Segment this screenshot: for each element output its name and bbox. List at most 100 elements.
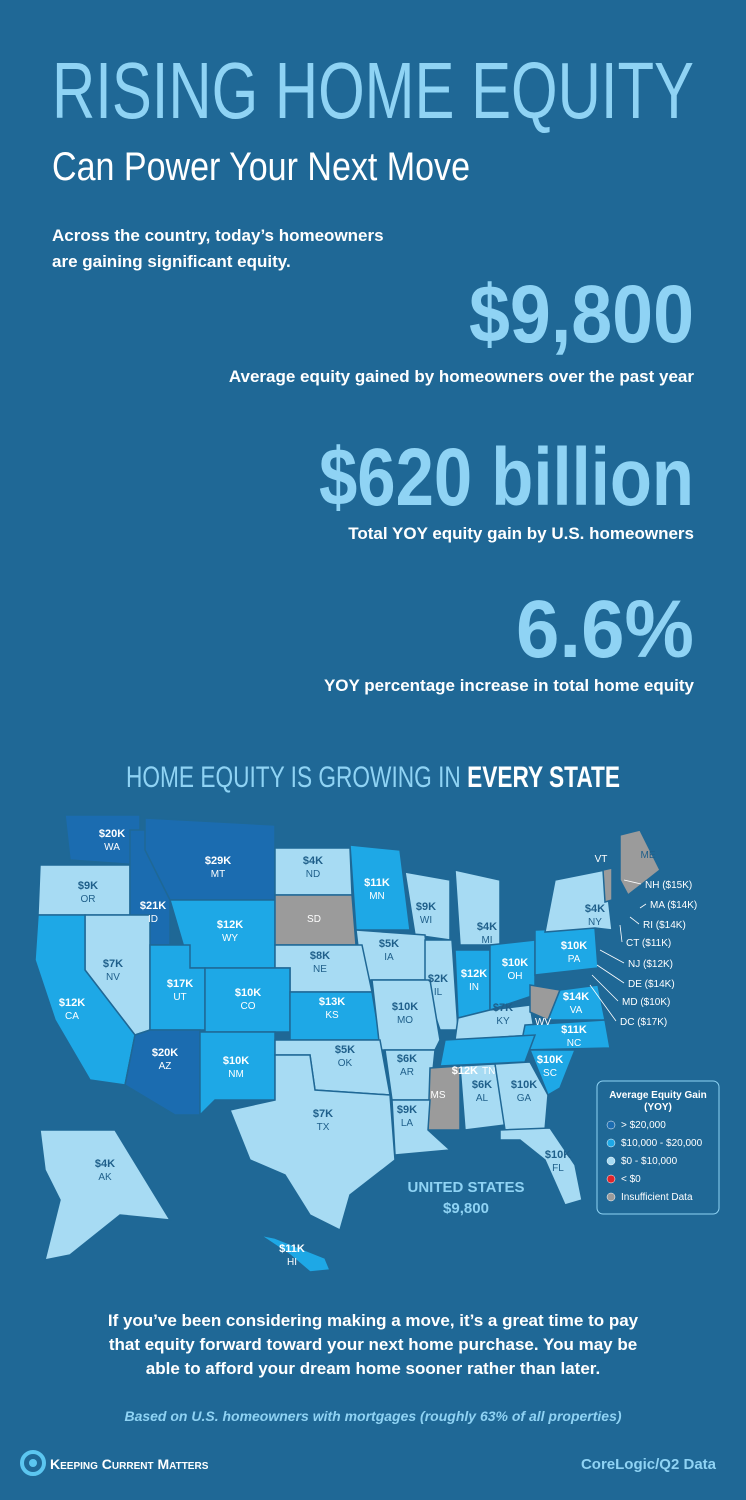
callout-label: DE ($14K) [628,979,675,990]
state-abbr: IA [384,952,394,963]
stat-value: 6.6% [516,584,694,675]
title: RISING HOME EQUITY [52,46,694,135]
callout-label: NH ($15K) [645,880,692,891]
state-abbr: WY [222,933,238,944]
state-value: $20K [152,1047,178,1059]
state-value: $17K [167,978,193,990]
state-value: $11K [561,1024,587,1036]
state-value: $4K [477,921,497,933]
state-abbr: TX [317,1122,330,1133]
legend-swatch [606,1174,616,1184]
state-value: $9K [416,901,436,913]
callout-label: CT ($11K) [626,938,671,949]
state-value: $10K [537,1054,563,1066]
state-abbr: HI [287,1257,297,1268]
state-value: $6K [472,1079,492,1091]
state-value: $9K [397,1104,417,1116]
stat-value: $9,800 [469,269,694,360]
state-value: $4K [95,1158,115,1170]
state-abbr: WV [535,1017,551,1028]
us-label: UNITED STATES [408,1179,525,1196]
callout-line [623,879,642,885]
logo-ring [20,1450,46,1476]
state-value: $12K [59,997,85,1009]
legend-swatch [606,1120,616,1130]
state-value: $8K [310,950,330,962]
state-abbr: CO [241,1001,256,1012]
state-value: $7K [103,958,123,970]
state-abbr: VA [570,1005,583,1016]
state-shape [602,867,613,903]
state-abbr: LA [401,1118,414,1129]
state-abbr: AZ [159,1061,172,1072]
callout-label: DC ($17K) [620,1017,667,1028]
footnote: Based on U.S. homeowners with mortgages … [124,1408,621,1424]
state-abbr: GA [517,1093,532,1104]
intro-line: Across the country, today’s homeowners [52,226,384,245]
state-abbr: VT [595,854,608,865]
state-shape [546,984,606,1021]
brand-name: Keeping Current Matters [50,1456,209,1472]
state-value: $5K [335,1044,355,1056]
logo-core [29,1459,37,1467]
state-abbr: SD [307,914,321,925]
state-shape [619,829,661,897]
state-shape [528,1049,577,1097]
state-value: $11K [279,1243,305,1255]
subtitle: Can Power Your Next Move [52,145,470,189]
legend-title: Average Equity Gain [609,1090,706,1101]
legend-swatch [606,1156,616,1166]
state-shape [544,869,613,933]
intro-line: are gaining significant equity. [52,252,291,271]
state-abbr: NE [313,964,327,975]
state-shape [64,814,141,866]
callout-line [619,924,623,943]
state-value: $9K [78,880,98,892]
state-shape [199,1031,276,1117]
stat-caption: Total YOY equity gain by U.S. homeowners [348,524,694,543]
state-abbr: NM [228,1069,244,1080]
state-abbr: PA [568,954,581,965]
callout-line [589,984,617,1022]
state-shape [39,1129,172,1261]
brand-logo [20,1450,46,1476]
state-value: $10K [235,987,261,999]
stat-caption: YOY percentage increase in total home eq… [324,676,695,695]
state-value: $10K [545,1149,571,1161]
map-title-part: EVERY STATE [467,761,620,794]
state-abbr: WI [420,915,432,926]
us-map: $20K WA $9K OR $21K ID $29K MT $12K WY $4K ND SD $11K… [34,814,697,1273]
state-value: $11K [364,877,390,889]
state-abbr: NY [588,917,602,928]
state-abbr: SC [543,1068,557,1079]
state-value: $4K [303,855,323,867]
state-abbr: MO [397,1015,413,1026]
state-shape [494,1061,549,1131]
callout-label: MD ($10K) [622,997,670,1008]
state-value: $5K [379,938,399,950]
callout-label: MA ($14K) [650,900,697,911]
state-value: $7K [493,1002,513,1014]
legend-label: > $20,000 [621,1120,666,1131]
state-abbr: WA [104,842,120,853]
state-value: $10K [223,1055,249,1067]
state-abbr: MT [211,869,225,880]
map-title: HOME EQUITY IS GROWING IN EVERY STATE [126,761,620,794]
legend-box [596,1080,720,1215]
state-value: $29K [205,855,231,867]
state-abbr: MS [431,1090,446,1101]
callout-label: NJ ($12K) [628,959,673,970]
closing-line: that equity forward toward your next hom… [109,1335,637,1354]
state-abbr: UT [173,992,186,1003]
stat-value: $620 billion [319,432,694,523]
state-value: $4K [585,903,605,915]
state-abbr: NV [106,972,120,983]
state-abbr: KY [496,1016,510,1027]
state-shape [454,1004,536,1041]
state-abbr: OK [338,1058,353,1069]
state-value: $10K [392,1001,418,1013]
state-shape [349,844,411,931]
state-shape [439,1034,537,1067]
state-shape [259,1234,332,1273]
